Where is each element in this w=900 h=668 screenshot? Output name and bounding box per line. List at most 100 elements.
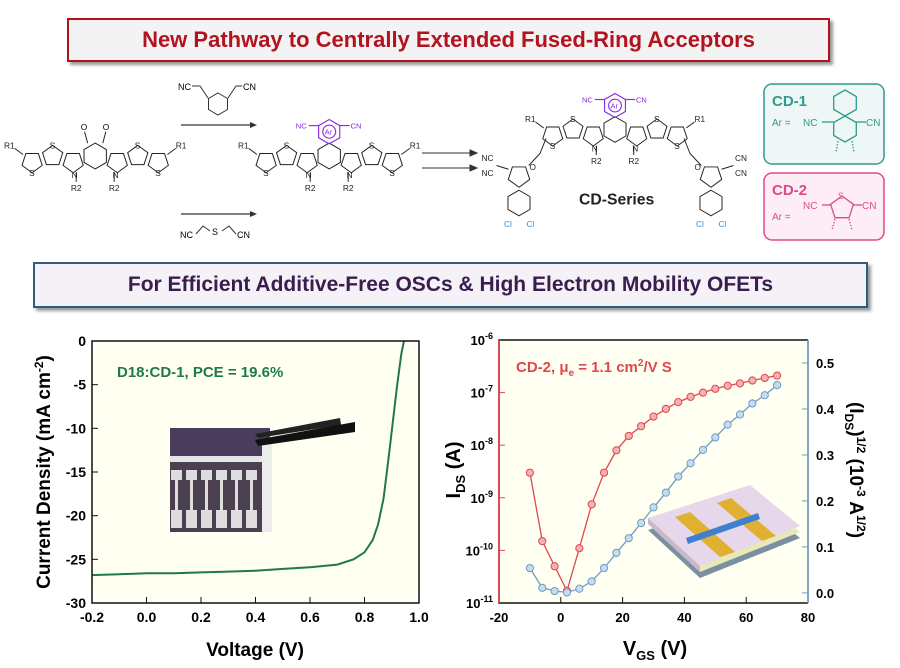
tick-exponent: -6: [485, 331, 493, 341]
ids-data-point: [760, 373, 769, 383]
y2-label-part: (10: [845, 453, 866, 486]
y2-axis-label: (IDS)1/2 (10-3 A1/2): [842, 402, 868, 538]
sqrt-ids-data-point: [550, 586, 559, 596]
ar-eq: Ar =: [772, 118, 791, 129]
cd1-label: CD-1: [772, 93, 807, 110]
y-tick-label: 10-10: [466, 541, 493, 558]
y2-label-part: -3: [854, 486, 868, 497]
x-tick-label: 0.8: [355, 609, 375, 625]
x-tick-label: 0: [557, 610, 564, 625]
y-tick-label: -10: [66, 420, 86, 436]
annotation-part: 2: [638, 358, 644, 369]
ids-data-point: [599, 468, 609, 477]
atom-label: NC: [482, 154, 494, 163]
y2-tick-label: 0.0: [816, 586, 834, 601]
sqrt-ids-line: [529, 384, 778, 594]
pentagon-ring: [699, 166, 723, 188]
cd-series-structure: NC NC O O CN CN Cl Cl Cl Cl CD-Series: [482, 92, 747, 229]
tick-exponent: -9: [485, 489, 493, 499]
atom-label: NC: [180, 230, 193, 240]
sqrt-ids-data-point: [711, 433, 720, 442]
ids-data-point: [649, 412, 658, 421]
ids-data-point: [674, 397, 683, 407]
ids-data-point: [686, 392, 695, 401]
y-axis-label: Current Density (mA cm-2): [32, 355, 55, 589]
y-tick-label: 0: [78, 333, 86, 349]
y-label-part: I: [443, 493, 465, 499]
sqrt-ids-data-point: [599, 563, 609, 573]
y-tick-label: -20: [66, 508, 86, 524]
tick-base: 10: [471, 438, 485, 453]
sqrt-ids-data-point: [760, 391, 769, 400]
x-tick-label: 0.0: [137, 609, 157, 625]
y-axis-label: IDS (A): [443, 442, 468, 499]
annotation-part: e: [569, 368, 575, 379]
atom-label: Cl: [719, 220, 727, 229]
ids-data-point: [562, 586, 572, 595]
atom-label: CN: [735, 154, 747, 163]
atom-label: Cl: [504, 220, 512, 229]
x-axis-label: VGS (V): [623, 638, 687, 663]
y2-label-part: 1/2: [854, 515, 868, 532]
precursor-structure: O O: [3, 122, 188, 194]
sqrt-ids-data-point: [624, 534, 633, 543]
page-subtitle: For Efficient Additive-Free OSCs & High …: [127, 273, 774, 296]
x-label-part: (V): [655, 638, 687, 660]
product-label: CD-Series: [579, 192, 655, 209]
ids-data-point: [735, 379, 745, 388]
reaction-arrow-bottom: NC S CN: [180, 211, 257, 240]
sqrt-ids-data-point: [735, 410, 745, 419]
jv-curve: [91, 340, 405, 577]
ids-data-point: [525, 468, 535, 477]
sqrt-ids-data-point: [698, 445, 708, 454]
multi-step-arrows: [422, 149, 479, 172]
device-photo-inset: [170, 418, 355, 532]
y-tick-label: 10-11: [466, 594, 493, 611]
y-label-part: (A): [443, 442, 465, 475]
atom-label: NC: [178, 82, 191, 92]
atom-label: O: [81, 122, 88, 132]
y2-tick-label: 0.3: [816, 448, 834, 463]
ids-data-point: [538, 537, 547, 546]
y-tick-label: -5: [74, 377, 87, 393]
annotation-part: = 1.1 cm: [574, 359, 638, 376]
ids-data-point: [637, 422, 646, 431]
atom-label: Cl: [527, 220, 535, 229]
atom-label: CN: [862, 201, 876, 212]
tick-exponent: -7: [485, 384, 493, 394]
atom-label: Cl: [696, 220, 704, 229]
ids-data-point: [748, 376, 757, 385]
y2-label-part: 1/2: [854, 437, 868, 454]
tick-base: 10: [471, 386, 485, 401]
cd2-box: CD-2 S Ar = NC CN: [763, 172, 885, 241]
y-tick-label: 10-8: [471, 436, 493, 453]
sqrt-ids-data-point: [562, 588, 572, 597]
ar-eq: Ar =: [772, 212, 791, 223]
hexagon-ring: [699, 189, 723, 217]
sqrt-ids-data-point: [723, 420, 732, 429]
sqrt-ids-data-point: [587, 577, 596, 586]
y-tick-label: -15: [66, 464, 86, 480]
sqrt-ids-data-point: [612, 548, 621, 557]
y2-label-part: ): [845, 430, 866, 436]
synthesis-scheme: N N R2 R2 S S S S R1 R1 Ar NC CN: [3, 82, 885, 241]
x-tick-label: 0.4: [246, 609, 266, 625]
ids-data-point: [575, 544, 584, 553]
x-label-part: V: [623, 638, 637, 660]
sqrt-ids-data-point: [773, 380, 782, 390]
y-axis-label-main: Current Density (mA cm: [34, 372, 55, 589]
x-label-part: GS: [636, 648, 655, 663]
tick-base: 10: [466, 543, 480, 558]
x-tick-label: 40: [677, 610, 691, 625]
y2-tick-label: 0.5: [816, 356, 834, 371]
sqrt-ids-data-point: [575, 584, 584, 593]
atom-label: O: [530, 163, 537, 172]
x-tick-label: 60: [739, 610, 753, 625]
tick-base: 10: [466, 596, 480, 611]
atom-label: CN: [866, 118, 880, 129]
annotation-part: CD-2, μ: [516, 359, 569, 376]
ids-log-line: [529, 375, 778, 593]
y-tick-label: 10-6: [471, 331, 493, 348]
sqrt-ids-data-point: [686, 459, 695, 468]
sqrt-ids-data-point: [538, 583, 547, 592]
